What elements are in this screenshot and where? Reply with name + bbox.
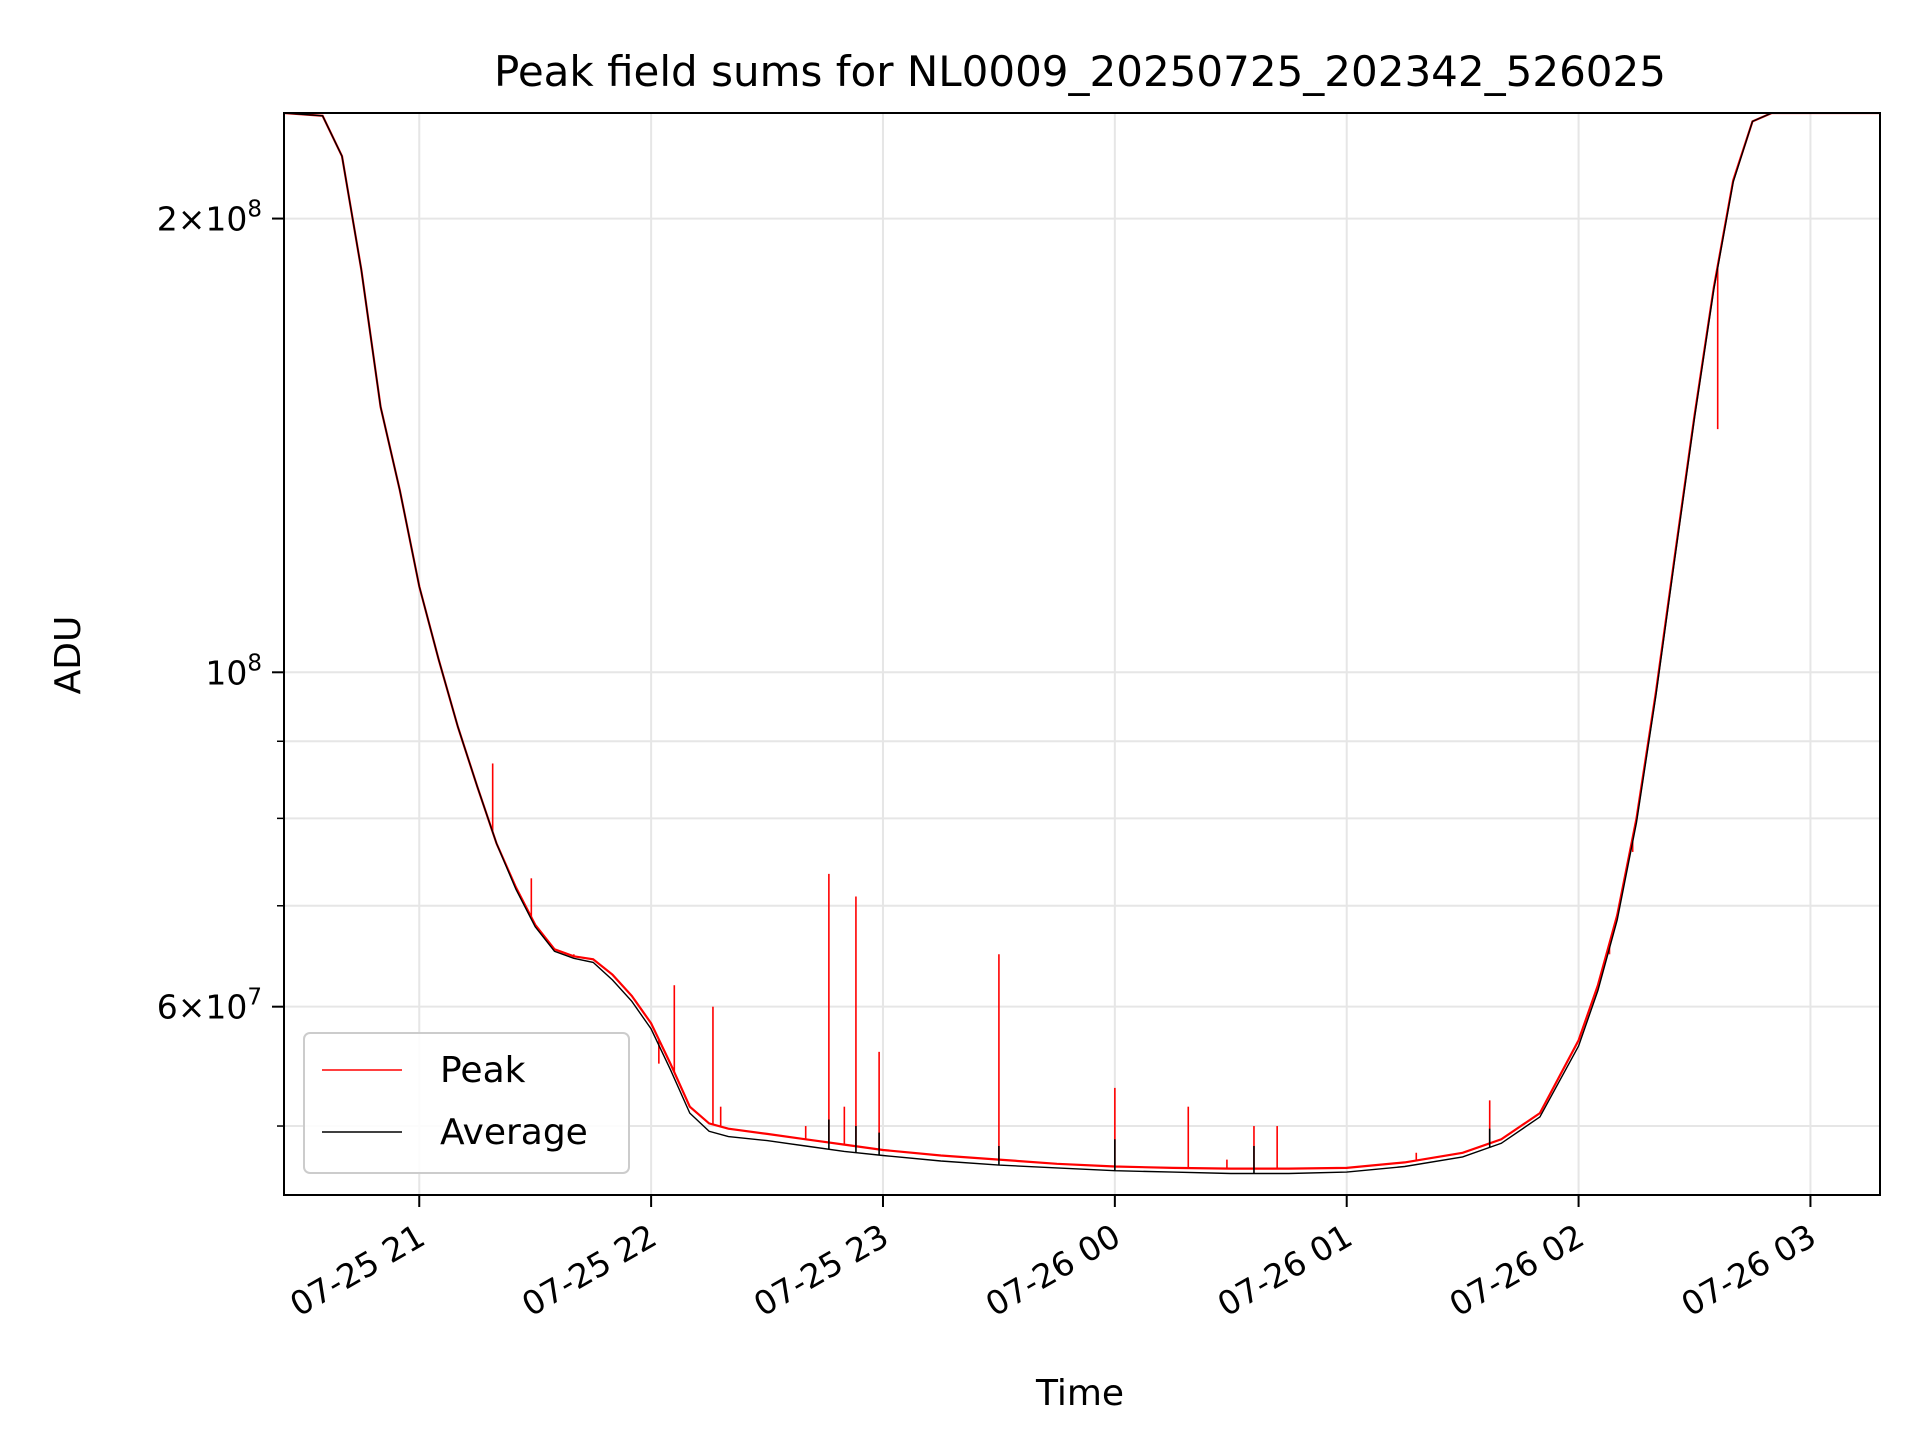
x-tick-label: 07-26 02 bbox=[1443, 1216, 1591, 1324]
x-tick-label: 07-26 00 bbox=[979, 1216, 1127, 1324]
x-tick-label: 07-26 01 bbox=[1211, 1216, 1359, 1324]
legend-box bbox=[303, 1032, 630, 1174]
x-axis-label: Time bbox=[1035, 1373, 1124, 1414]
series-average bbox=[284, 113, 1880, 1175]
x-tick-label: 07-25 21 bbox=[283, 1216, 431, 1324]
x-tick-label: 07-25 22 bbox=[515, 1216, 663, 1324]
legend: Peak Average bbox=[303, 1032, 630, 1174]
series-peak bbox=[284, 113, 1880, 1170]
y-tick-label: 108 bbox=[205, 650, 262, 692]
x-axis: 07-25 21 07-25 22 07-25 23 07-26 00 07-26 01… bbox=[283, 1195, 1822, 1324]
legend-peak-label: Peak bbox=[440, 1050, 526, 1091]
x-tick-label: 07-25 23 bbox=[747, 1216, 895, 1324]
plot-frame bbox=[283, 112, 1881, 1196]
chart-title: Peak field sums for NL0009_20250725_2023… bbox=[494, 47, 1666, 96]
y-tick-label: 6×107 bbox=[157, 985, 262, 1027]
y-axis: 2×108 108 6×107 bbox=[157, 197, 284, 1127]
y-tick-label: 2×108 bbox=[157, 197, 262, 239]
series-line-peak bbox=[284, 113, 1880, 1170]
legend-average-label: Average bbox=[440, 1112, 588, 1153]
y-axis-label: ADU bbox=[48, 616, 89, 695]
x-tick-label: 07-26 03 bbox=[1674, 1216, 1822, 1324]
plot-series bbox=[284, 113, 1880, 1175]
series-line-average bbox=[284, 113, 1880, 1175]
